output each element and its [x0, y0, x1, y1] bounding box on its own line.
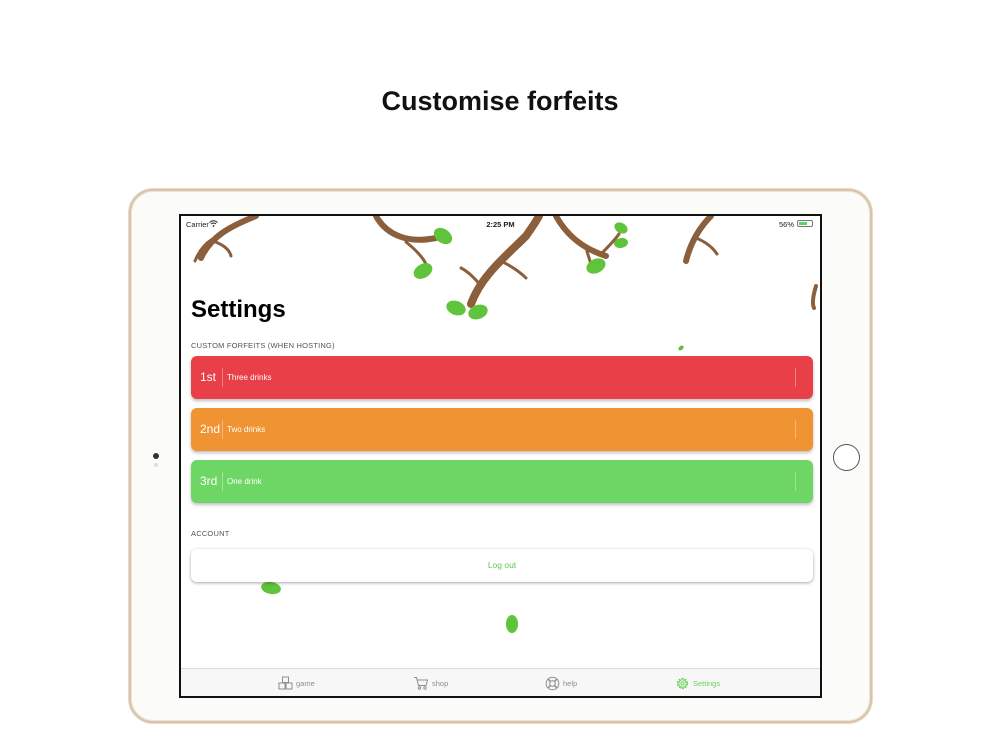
tree-branches-background: [193, 216, 818, 633]
battery-percentage: 56%: [778, 220, 794, 229]
page-headline: Customise forfeits: [381, 86, 619, 116]
front-camera: [153, 453, 159, 459]
tab-label: game: [296, 678, 315, 688]
forfeit-rank: 1st: [200, 370, 217, 384]
tab-help[interactable]: help: [545, 675, 577, 691]
page-title: Settings: [191, 296, 286, 323]
tab-bar: game shop help Settings: [181, 668, 820, 696]
forfeits-section-header: CUSTOM FORFEITS (WHEN HOSTING): [191, 341, 335, 350]
carrier-label: Carrier: [186, 220, 209, 229]
app-screen: Carrier 2:25 PM 56% Settings CUSTOM FORF…: [179, 214, 822, 698]
forfeit-row-2nd: 2nd Two drinks: [191, 408, 813, 451]
tab-label: help: [563, 678, 578, 688]
tab-game[interactable]: game: [278, 675, 315, 691]
forfeit-rank: 3rd: [200, 474, 218, 488]
forfeit-input-2nd[interactable]: Two drinks: [222, 420, 796, 439]
forfeit-input-3rd[interactable]: One drink: [222, 472, 796, 491]
status-bar: Carrier 2:25 PM 56%: [181, 216, 820, 232]
battery-icon: [797, 220, 813, 227]
gear-icon: [676, 677, 689, 689]
wifi-icon: [209, 220, 218, 227]
forfeit-row-1st: 1st Three drinks: [191, 356, 813, 399]
logout-button[interactable]: Log out: [191, 549, 813, 582]
tab-settings[interactable]: Settings: [675, 675, 720, 691]
tab-label: Settings: [693, 678, 721, 688]
tab-label: shop: [432, 678, 449, 688]
game-blocks-icon: [278, 676, 293, 690]
status-time: 2:25 PM: [486, 220, 515, 229]
battery-level: [799, 222, 807, 225]
home-button[interactable]: [833, 444, 860, 471]
lifebuoy-icon: [545, 676, 560, 690]
tab-shop[interactable]: shop: [413, 675, 448, 691]
cart-icon: [414, 677, 429, 690]
camera-sensor: [154, 463, 158, 467]
forfeit-rank: 2nd: [200, 422, 221, 436]
account-section-header: ACCOUNT: [191, 529, 230, 538]
forfeit-input-1st[interactable]: Three drinks: [222, 368, 796, 387]
forfeit-row-3rd: 3rd One drink: [191, 460, 813, 503]
